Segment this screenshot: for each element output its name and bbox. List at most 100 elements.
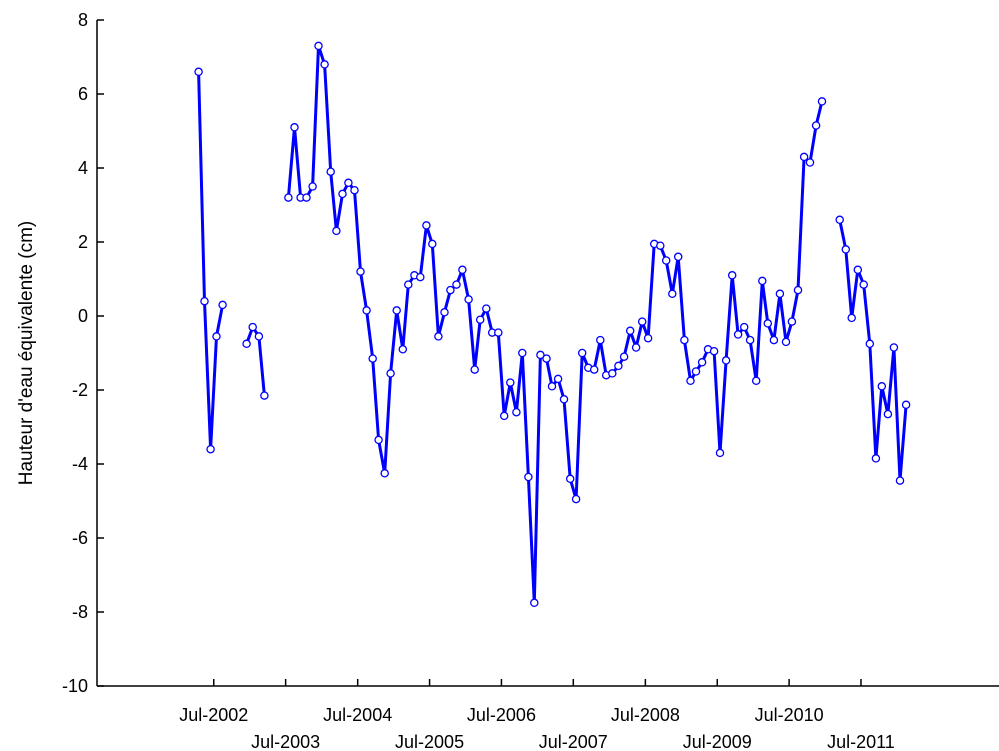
data-point (745, 335, 755, 345)
x-tick-label: Jul-2005 (395, 732, 464, 751)
data-point (206, 444, 215, 454)
data-point (661, 256, 671, 265)
data-point (518, 348, 527, 358)
data-point (446, 285, 455, 295)
data-point (739, 322, 749, 332)
data-point (883, 409, 893, 419)
series-line-segment (245, 325, 266, 396)
x-tick-label: Jul-2010 (755, 705, 824, 725)
data-point (625, 326, 635, 336)
data-point (733, 330, 743, 339)
data-point (428, 239, 437, 249)
data-point (380, 469, 389, 478)
data-point (668, 289, 677, 299)
data-point (811, 121, 821, 130)
data-point (194, 67, 203, 77)
data-point (847, 313, 856, 323)
data-point (565, 474, 575, 484)
data-point (212, 332, 221, 341)
data-point (763, 319, 773, 328)
data-point (470, 365, 479, 374)
data-point (715, 448, 725, 458)
data-point (799, 152, 809, 162)
data-point (673, 252, 683, 262)
data-point (536, 350, 545, 360)
data-point (865, 339, 875, 349)
data-point (290, 123, 299, 132)
data-point (775, 289, 785, 299)
data-point (686, 376, 695, 386)
x-tick-label: Jul-2011 (827, 732, 895, 751)
data-point (332, 226, 341, 236)
y-axis-title: Hauteur d'eau équivalente (cm) (16, 221, 37, 486)
data-point (386, 369, 395, 378)
data-point (542, 354, 551, 363)
data-point (793, 285, 803, 295)
data-point (320, 60, 329, 69)
data-point (680, 335, 689, 345)
data-point (368, 354, 377, 363)
data-point (889, 343, 899, 352)
data-point (596, 335, 605, 345)
y-tick-label: -4 (72, 454, 88, 474)
data-point (302, 193, 311, 202)
data-point (452, 280, 461, 289)
data-point (254, 332, 264, 341)
series-line-segment (197, 71, 225, 451)
data-point (608, 369, 617, 378)
y-tick-label: -10 (62, 676, 88, 696)
plot-area (194, 41, 911, 608)
y-tick-label: 4 (78, 158, 88, 178)
data-point (284, 193, 293, 202)
data-point (499, 411, 509, 421)
x-tick-label: Jul-2002 (179, 705, 248, 725)
data-point (781, 337, 791, 347)
data-point (482, 304, 491, 313)
y-tick-label: -2 (72, 380, 88, 400)
y-tick-label: 2 (78, 232, 88, 252)
data-point (559, 395, 569, 404)
data-point (751, 376, 761, 386)
y-tick-label: 8 (78, 10, 88, 30)
y-tick-label: -8 (72, 602, 88, 622)
data-point (494, 328, 503, 337)
data-point (901, 400, 911, 410)
data-point (218, 300, 227, 310)
data-point (877, 382, 887, 391)
data-point (242, 339, 251, 349)
data-point (422, 221, 431, 230)
data-point (440, 308, 449, 317)
data-point (577, 348, 587, 358)
y-ticks: -10 -8 -6 -4 -2 0 2 4 6 8 (62, 10, 104, 696)
data-point (512, 407, 521, 417)
data-point (362, 306, 371, 315)
data-point (524, 472, 533, 482)
data-point (691, 367, 701, 376)
data-point (398, 345, 408, 354)
data-point (787, 317, 797, 326)
y-tick-label: -6 (72, 528, 88, 548)
data-point (656, 241, 665, 250)
series-line-segment (286, 44, 824, 605)
data-point (709, 346, 719, 356)
data-point (727, 271, 737, 280)
data-point (769, 335, 779, 345)
y-tick-label: 0 (78, 306, 88, 326)
data-point (350, 185, 359, 195)
data-point (614, 361, 623, 371)
data-point (248, 322, 257, 332)
data-point (464, 295, 473, 304)
data-point (697, 358, 707, 367)
series-line-segment (838, 219, 908, 483)
x-tick-label: Jul-2006 (467, 705, 536, 725)
data-point (631, 343, 641, 352)
x-ticks: Jul-2002Jul-2003Jul-2004Jul-2005Jul-2006… (179, 679, 895, 751)
data-point (260, 391, 269, 400)
data-point (547, 382, 557, 391)
x-tick-label: Jul-2003 (251, 732, 320, 751)
data-point (643, 333, 653, 343)
data-point (859, 280, 868, 289)
data-point (475, 315, 485, 324)
data-point (553, 374, 563, 384)
